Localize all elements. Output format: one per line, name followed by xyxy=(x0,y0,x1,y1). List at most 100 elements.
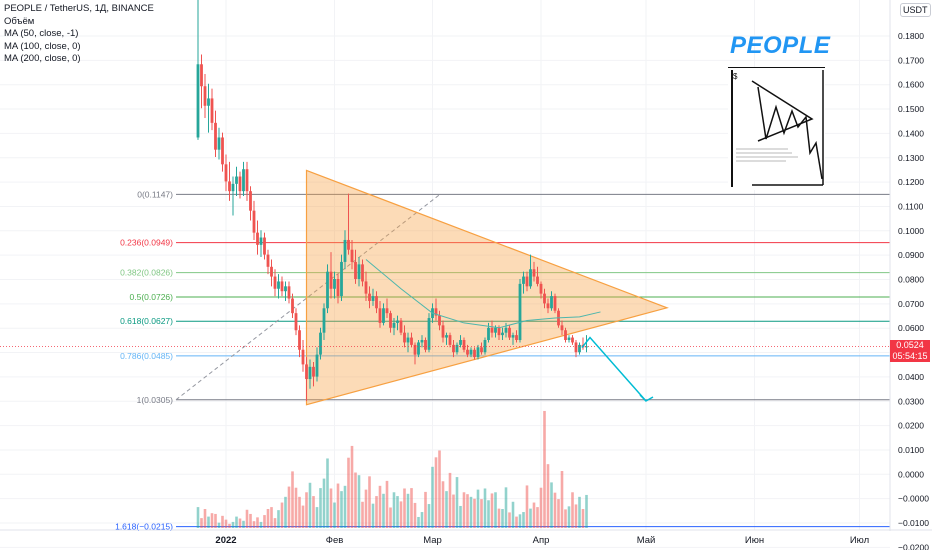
candle-body xyxy=(347,239,350,250)
candle-body xyxy=(455,344,459,353)
volume-bar xyxy=(466,494,469,528)
volume-bar xyxy=(480,499,483,528)
candle-body xyxy=(273,276,277,289)
volume-bar xyxy=(214,513,217,528)
candle-body xyxy=(494,327,497,333)
volume-bar xyxy=(382,493,385,528)
candle-body xyxy=(504,327,508,333)
volume-bar xyxy=(525,485,529,528)
inset-title: PEOPLE xyxy=(730,32,831,59)
candle-body xyxy=(550,296,553,309)
volume-bar xyxy=(522,512,525,528)
last-price-badge: 0.0524 05:54:15 xyxy=(890,340,930,362)
volume-bar xyxy=(315,507,319,528)
volume-bar xyxy=(529,508,532,528)
price-tick-label: 0.1200 xyxy=(898,177,924,187)
volume-bar xyxy=(574,504,578,528)
candle-body xyxy=(424,340,427,350)
volume-bar xyxy=(312,496,315,528)
volume-bar xyxy=(242,520,245,528)
candle-body xyxy=(459,340,462,345)
candle-body xyxy=(301,349,305,365)
volume-bar xyxy=(399,501,403,528)
price-tick-label: 0.0600 xyxy=(898,323,924,333)
volume-bar xyxy=(322,478,326,528)
volume-bar xyxy=(518,514,522,528)
candle-body xyxy=(445,335,448,338)
volume-bar xyxy=(557,499,560,528)
volume-bar xyxy=(420,512,424,528)
pennant-sketch-image: $ xyxy=(728,67,825,190)
projection-arrow xyxy=(581,336,647,402)
candle-body xyxy=(221,137,224,165)
volume-bar xyxy=(431,466,434,528)
candle-body xyxy=(515,335,518,340)
candle-body xyxy=(277,281,280,289)
volume-bar xyxy=(277,510,280,528)
time-tick-label: Мар xyxy=(423,535,442,546)
price-tick-label: 0.0900 xyxy=(898,250,924,260)
candle-body xyxy=(529,269,532,287)
candle-body xyxy=(350,249,354,262)
volume-bar xyxy=(259,521,263,528)
volume-bar xyxy=(361,501,364,528)
volume-bar xyxy=(560,471,564,528)
volume-bar xyxy=(585,494,588,528)
candle-body xyxy=(364,281,368,294)
time-tick-label: Май xyxy=(637,535,656,546)
candle-body xyxy=(235,176,238,184)
volume-bar xyxy=(392,492,396,528)
volume-bar xyxy=(287,486,291,528)
volume-bar xyxy=(410,488,413,528)
fib-level-label: 1.618(−0.0215) xyxy=(115,522,173,532)
volume-bar xyxy=(497,508,501,528)
candle-body xyxy=(403,332,406,343)
candle-body xyxy=(249,191,252,211)
candle-body xyxy=(196,64,200,138)
volume-bar xyxy=(438,450,441,528)
time-tick-label: Фев xyxy=(326,535,344,546)
volume-bar xyxy=(508,512,511,528)
candle-body xyxy=(238,176,242,192)
candle-body xyxy=(438,315,441,326)
currency-selector[interactable]: USDT xyxy=(900,3,931,17)
indicator-ma100[interactable]: MA (100, close, 0) xyxy=(4,40,81,52)
volume-bar xyxy=(284,496,287,528)
volume-bar xyxy=(441,481,445,528)
price-tick-label: 0.0300 xyxy=(898,396,924,406)
price-tick-label: 0.0800 xyxy=(898,275,924,285)
time-tick-label: Июн xyxy=(745,535,764,546)
candle-body xyxy=(571,337,574,343)
volume-bar xyxy=(389,507,392,528)
candle-body xyxy=(508,327,511,338)
price-tick-label: 0.1500 xyxy=(898,104,924,114)
indicator-ma50[interactable]: MA (50, close, -1) xyxy=(4,28,79,39)
candle-body xyxy=(270,266,273,277)
indicator-ma200[interactable]: MA (200, close, 0) xyxy=(4,53,81,64)
candle-body xyxy=(298,330,301,350)
candle-body xyxy=(497,327,501,336)
candle-body xyxy=(567,337,571,340)
volume-bar xyxy=(224,519,228,528)
svg-text:$: $ xyxy=(733,72,738,81)
volume-bar xyxy=(364,489,368,528)
time-tick-label: Апр xyxy=(533,535,550,546)
candle-body xyxy=(252,210,256,233)
symbol-title[interactable]: PEOPLE / TetherUS, 1Д, BINANCE xyxy=(4,3,154,14)
candle-body xyxy=(308,366,312,380)
volume-bar xyxy=(483,488,487,528)
candle-body xyxy=(294,313,298,331)
volume-bar xyxy=(490,493,494,528)
price-tick-label: 0.1100 xyxy=(898,201,924,211)
fib-level-label: 0.618(0.0627) xyxy=(120,316,173,326)
candle-body xyxy=(315,354,319,377)
volume-bar xyxy=(210,513,214,528)
volume-bar xyxy=(235,516,238,528)
price-tick-label: 0.1600 xyxy=(898,80,924,90)
volume-bar xyxy=(245,509,249,528)
candle-body xyxy=(231,183,235,192)
volume-bar xyxy=(445,491,448,528)
indicator-volume[interactable]: Объём xyxy=(4,15,35,27)
candle-body xyxy=(501,332,504,336)
